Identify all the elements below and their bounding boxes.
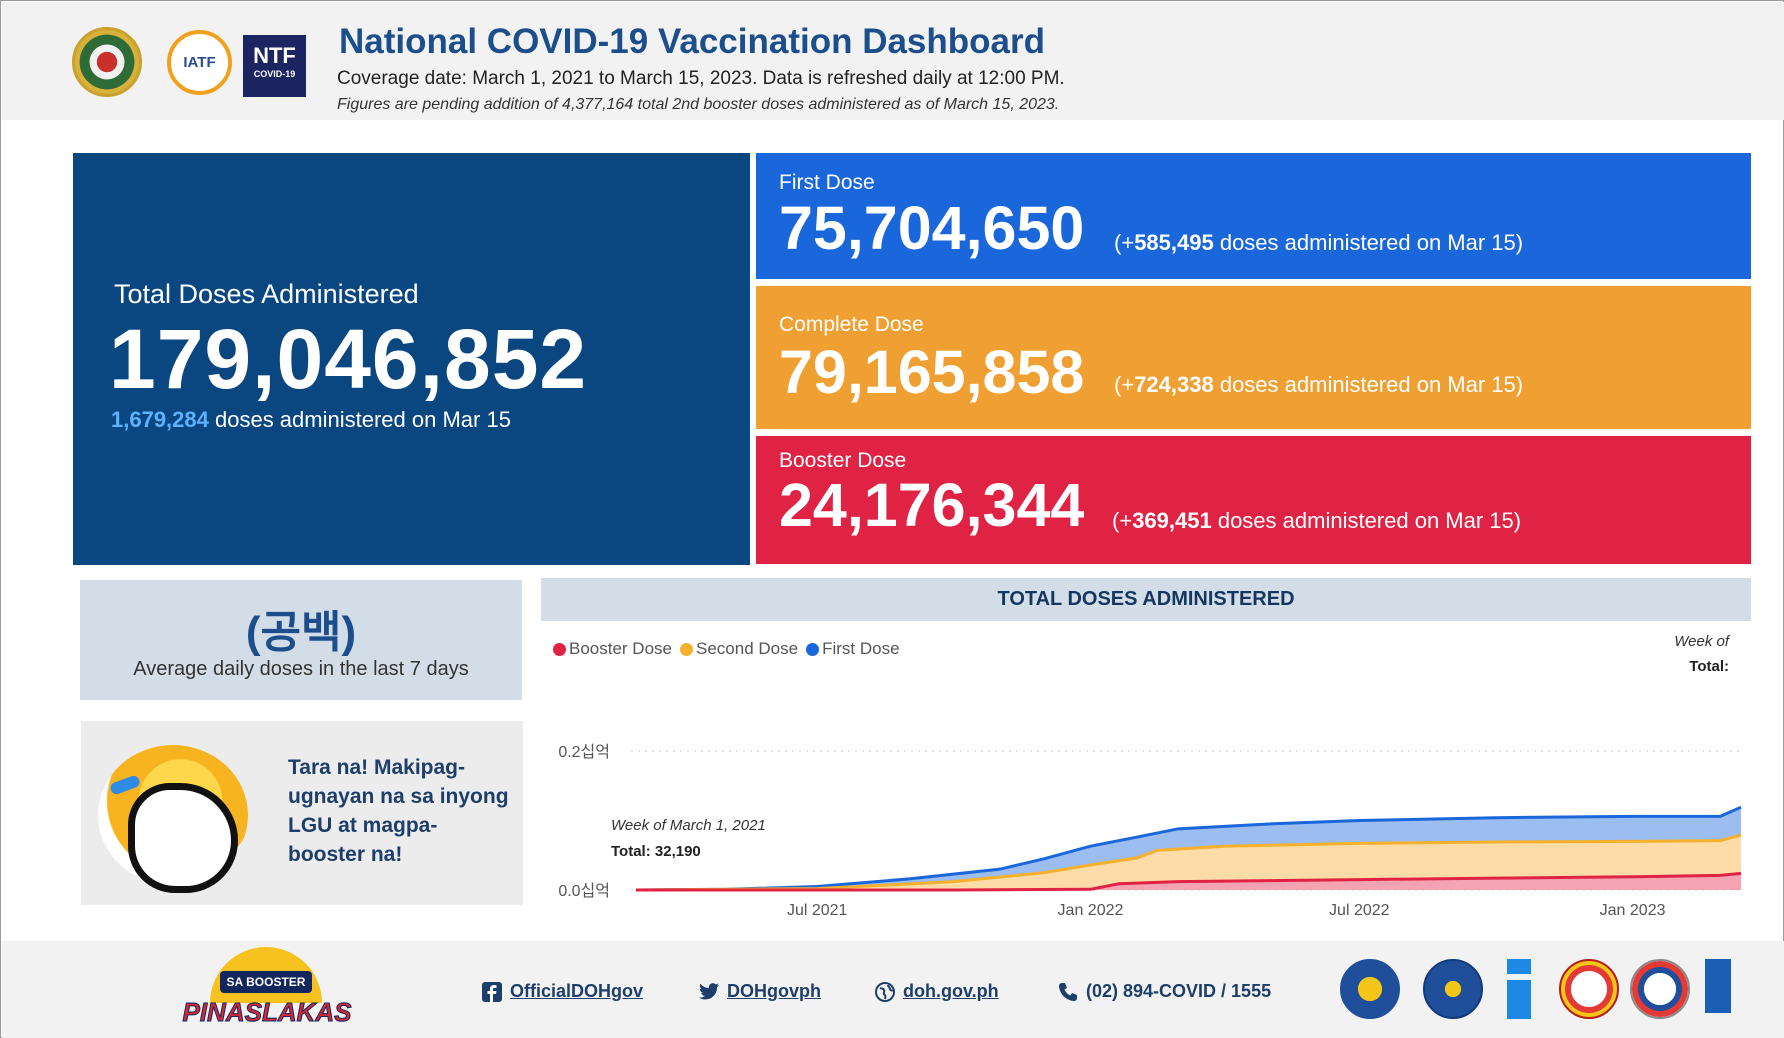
- website-link[interactable]: doh.gov.ph: [875, 981, 999, 1002]
- y-tick-label-0: 0.0십억: [558, 882, 610, 900]
- total-daily-text: doses administered on Mar 15: [208, 407, 511, 432]
- twitter-link[interactable]: DOHgovph: [699, 981, 821, 1002]
- pco-seal-icon: [1340, 959, 1400, 1019]
- complete-inc-value: 724,338: [1134, 372, 1214, 397]
- total-doses-value: 179,046,852: [109, 312, 588, 406]
- y-tick-label-1: 0.2십억: [558, 743, 610, 761]
- facebook-link-text[interactable]: OfficialDOHgov: [510, 981, 644, 1001]
- header: IATF NTF COVID-19 National COVID-19 Vacc…: [2, 2, 1784, 120]
- globe-icon: [875, 981, 895, 1002]
- facebook-icon: [482, 981, 502, 1002]
- twitter-icon: [699, 983, 719, 1000]
- x-tick-label-3: Jan 2023: [1600, 902, 1666, 918]
- first-dose-value: 75,704,650: [779, 194, 1085, 262]
- legend-second-swatch: [680, 642, 693, 656]
- tooltip-header: Week of: [1674, 633, 1729, 650]
- booster-note: Figures are pending addition of 4,377,16…: [337, 96, 1060, 113]
- arm-outline: [128, 783, 238, 893]
- series-area-second-dose: [636, 835, 1741, 890]
- x-tick-label-2: Jul 2022: [1329, 902, 1390, 918]
- first-inc-open: (+: [1114, 230, 1135, 255]
- complete-dose-increase: (+724,338 doses administered on Mar 15): [1114, 372, 1523, 398]
- booster-promo: Tara na! Makipag-ugnayan na sa inyong LG…: [81, 721, 523, 905]
- booster-dose-label: Booster Dose: [779, 449, 907, 472]
- doh-seal-icon: [72, 27, 142, 97]
- facebook-link[interactable]: OfficialDOHgov: [482, 981, 643, 1002]
- average-daily-card: (공백) Average daily doses in the last 7 d…: [80, 580, 522, 700]
- booster-inc-text: doses administered on Mar 15): [1211, 508, 1522, 533]
- series-line-booster-dose: [636, 871, 1742, 892]
- pinaslakas-sub: SA BOOSTER: [220, 971, 312, 993]
- ntf-logo-text: NTF: [253, 43, 296, 68]
- first-inc-value: 585,495: [1134, 230, 1214, 255]
- total-doses-card: Total Doses Administered 179,046,852 1,6…: [73, 153, 750, 565]
- legend-second-label: Second Dose: [696, 639, 799, 658]
- iatf-logo-icon: IATF: [167, 30, 232, 95]
- tooltip-total: Total:: [1689, 658, 1729, 675]
- booster-inc-open: (+: [1112, 508, 1133, 533]
- bandage-icon: [108, 774, 142, 796]
- complete-dose-value: 79,165,858: [779, 338, 1085, 406]
- legend-booster-label: Booster Dose: [569, 639, 672, 658]
- x-tick-label-0: Jul 2021: [787, 902, 848, 918]
- booster-dose-value: 24,176,344: [779, 471, 1085, 539]
- legend-first-swatch: [806, 642, 820, 656]
- annotation-week: Week of March 1, 2021: [611, 817, 766, 834]
- dict-seal-icon: [1630, 959, 1690, 1019]
- legend-booster[interactable]: Booster Dose: [553, 639, 672, 659]
- booster-dose-card: Booster Dose 24,176,344 (+369,451 doses …: [756, 436, 1751, 564]
- website-link-text[interactable]: doh.gov.ph: [903, 981, 999, 1001]
- complete-dose-card: Complete Dose 79,165,858 (+724,338 doses…: [756, 286, 1751, 429]
- legend-booster-swatch: [553, 642, 566, 656]
- pinaslakas-brand: PINASLAKAS: [182, 997, 352, 1028]
- legend-first[interactable]: First Dose: [806, 639, 900, 659]
- ntf-logo-sub: COVID-19: [253, 69, 296, 79]
- booster-dose-increase: (+369,451 doses administered on Mar 15): [1112, 508, 1521, 534]
- first-dose-card: First Dose 75,704,650 (+585,495 doses ad…: [756, 153, 1751, 279]
- legend-second[interactable]: Second Dose: [680, 639, 798, 659]
- booster-inc-value: 369,451: [1132, 508, 1212, 533]
- nica-seal-icon: [1423, 959, 1483, 1019]
- total-daily-line: 1,679,284 doses administered on Mar 15: [111, 407, 511, 433]
- total-daily-value: 1,679,284: [111, 407, 209, 432]
- total-doses-label: Total Doses Administered: [114, 279, 419, 309]
- complete-dose-label: Complete Dose: [779, 313, 924, 336]
- annotation-total: Total: 32,190: [611, 843, 701, 860]
- first-dose-label: First Dose: [779, 171, 875, 194]
- complete-inc-text: doses administered on Mar 15): [1213, 372, 1524, 397]
- series-line-first-dose: [635, 805, 1742, 892]
- complete-inc-open: (+: [1114, 372, 1135, 397]
- undp-logo-icon: [1705, 959, 1731, 1013]
- ntf-logo-icon: NTF COVID-19: [243, 35, 306, 97]
- chart-legend: Booster Dose Second Dose First Dose: [553, 639, 900, 659]
- chart-plot[interactable]: 0.0십억 0.2십억 Jul 2021 Jan 2022 Jul 2022 Jan 20…: [541, 578, 1751, 918]
- pia-logo-icon: [1507, 959, 1531, 1019]
- x-tick-label-1: Jan 2022: [1058, 902, 1124, 918]
- page-title: National COVID-19 Vaccination Dashboard: [339, 22, 1045, 61]
- legend-first-label: First Dose: [822, 639, 900, 658]
- phone-icon: [1059, 982, 1077, 1001]
- coverage-date: Coverage date: March 1, 2021 to March 15…: [337, 68, 1065, 89]
- flexed-arm-icon: [98, 745, 248, 893]
- first-inc-text: doses administered on Mar 15): [1213, 230, 1524, 255]
- average-daily-label: Average daily doses in the last 7 days: [133, 658, 469, 680]
- phone-contact[interactable]: (02) 894-COVID / 1555: [1058, 981, 1271, 1002]
- pinaslakas-logo: SA BOOSTER PINASLAKAS: [182, 947, 352, 1031]
- phone-text: (02) 894-COVID / 1555: [1086, 981, 1272, 1001]
- series-line-second-dose: [635, 833, 1742, 892]
- chart-title: TOTAL DOSES ADMINISTERED: [541, 578, 1751, 621]
- twitter-link-text[interactable]: DOHgovph: [727, 981, 821, 1001]
- iatf-logo-text: IATF: [183, 54, 216, 71]
- promo-text: Tara na! Makipag-ugnayan na sa inyong LG…: [288, 756, 509, 866]
- average-daily-value: (공백): [245, 608, 357, 657]
- dilg-seal-icon: [1559, 959, 1619, 1019]
- first-dose-increase: (+585,495 doses administered on Mar 15): [1114, 230, 1523, 256]
- footer: SA BOOSTER PINASLAKAS OfficialDOHgov DOH…: [2, 941, 1784, 1038]
- total-doses-chart: TOTAL DOSES ADMINISTERED Booster Dose Se…: [541, 578, 1751, 918]
